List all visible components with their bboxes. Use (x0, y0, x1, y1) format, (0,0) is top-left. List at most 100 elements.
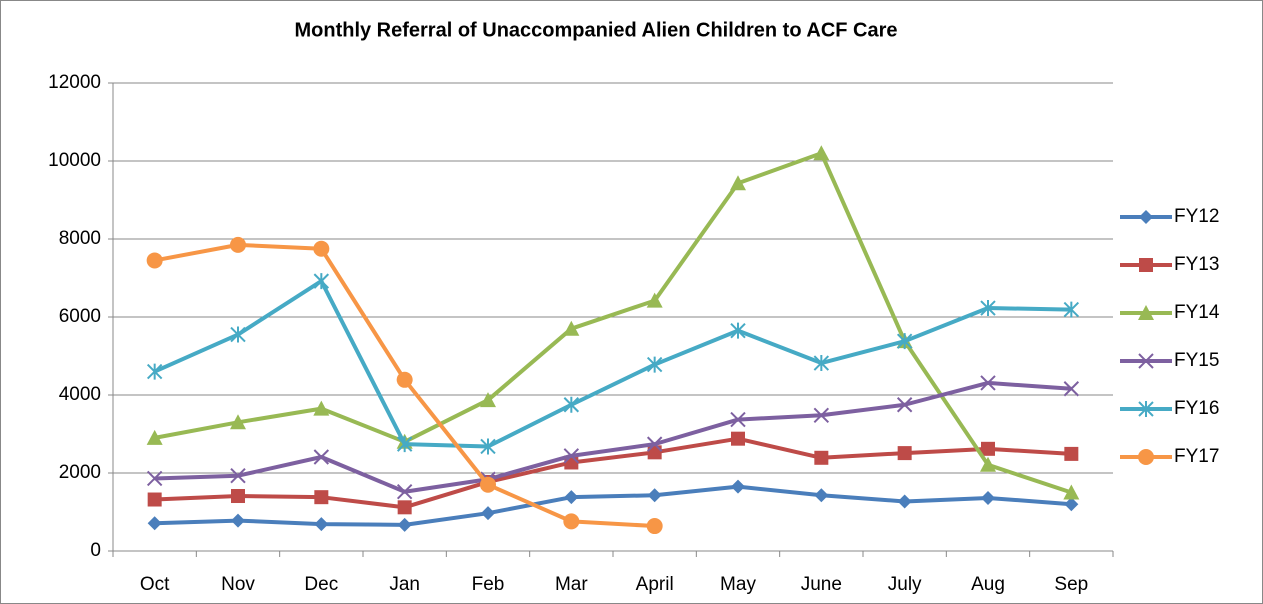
legend-marker (1139, 210, 1153, 224)
series-line (153, 279, 1072, 449)
marker (1063, 301, 1080, 318)
marker (897, 494, 912, 509)
marker (396, 484, 413, 500)
legend-marker (1138, 353, 1154, 369)
marker (396, 371, 413, 388)
marker (313, 240, 330, 257)
y-tick-label: 4000 (59, 384, 101, 405)
x-tick-label: Dec (304, 574, 338, 595)
x-tick-label: Feb (472, 574, 505, 595)
marker (646, 436, 663, 452)
marker (563, 396, 580, 413)
x-tick-label: Oct (140, 574, 170, 595)
marker (813, 407, 830, 423)
marker (646, 292, 663, 308)
y-tick-label: 12000 (48, 72, 101, 93)
marker (397, 500, 412, 515)
legend-label: FY13 (1174, 254, 1219, 275)
marker (980, 300, 996, 317)
marker (1063, 381, 1080, 397)
marker (147, 492, 162, 507)
x-tick-label: April (636, 574, 674, 595)
legend-marker (1139, 258, 1153, 272)
marker (396, 436, 413, 453)
chart-title: Monthly Referral of Unaccompanied Alien … (294, 19, 897, 41)
marker (230, 326, 246, 343)
marker (1063, 484, 1080, 500)
marker (563, 513, 580, 530)
x-tick-label: May (720, 574, 756, 595)
marker (647, 488, 662, 503)
marker (731, 431, 745, 446)
marker (146, 252, 163, 269)
marker (730, 411, 746, 428)
marker (481, 506, 495, 521)
legend-label: FY17 (1174, 446, 1219, 467)
x-tick-label: Jan (389, 574, 420, 595)
marker (313, 273, 330, 290)
y-tick-label: 6000 (59, 306, 101, 327)
marker (313, 449, 330, 465)
marker (730, 322, 746, 339)
marker (147, 516, 162, 531)
marker (1064, 446, 1079, 461)
marker (230, 468, 246, 484)
marker (563, 320, 580, 336)
marker (563, 448, 580, 464)
y-tick-label: 2000 (59, 462, 101, 483)
x-tick-label: June (801, 574, 842, 595)
marker (314, 517, 329, 532)
marker (730, 175, 746, 191)
marker (646, 356, 663, 373)
marker (731, 479, 745, 494)
marker (813, 355, 830, 372)
marker (647, 445, 662, 460)
marker (980, 456, 996, 472)
marker (896, 397, 913, 413)
legend-label: FY16 (1174, 398, 1219, 419)
y-tick-label: 10000 (48, 150, 101, 171)
marker (480, 476, 496, 493)
marker (1064, 497, 1079, 512)
marker (314, 490, 329, 505)
marker (646, 518, 663, 535)
legend-marker (1138, 449, 1154, 465)
series-line (154, 380, 1072, 494)
marker (980, 375, 996, 391)
marker (814, 488, 829, 503)
marker (813, 145, 830, 161)
legend-marker (1138, 305, 1154, 320)
marker (397, 517, 412, 532)
marker (896, 333, 913, 350)
marker (897, 446, 912, 461)
series-line (154, 151, 1072, 495)
marker (814, 450, 829, 465)
legend-label: FY12 (1174, 206, 1219, 227)
x-tick-label: Mar (555, 574, 588, 595)
legend-marker (1138, 401, 1154, 417)
marker (146, 470, 163, 487)
x-tick-label: Aug (971, 574, 1005, 595)
marker (981, 490, 995, 505)
series-line (154, 436, 1072, 510)
marker (313, 400, 330, 416)
marker (480, 392, 496, 408)
series-line (154, 484, 1072, 527)
x-tick-label: Sep (1054, 574, 1088, 595)
marker (230, 236, 246, 253)
x-tick-label: Nov (221, 574, 255, 595)
marker (146, 363, 163, 380)
y-tick-label: 8000 (59, 228, 101, 249)
legend-label: FY15 (1174, 350, 1219, 371)
marker (564, 490, 579, 505)
legend-label: FY14 (1174, 302, 1220, 323)
marker (230, 414, 246, 430)
y-tick-label: 0 (90, 540, 101, 561)
marker (231, 489, 245, 504)
marker (480, 438, 496, 455)
x-tick-label: July (888, 574, 922, 595)
marker (231, 513, 245, 528)
